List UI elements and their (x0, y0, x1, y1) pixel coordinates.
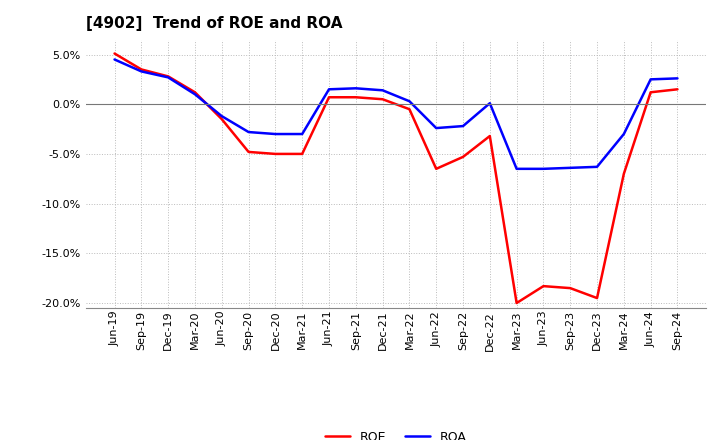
ROE (271, 151, 279, 157)
ROA (217, 114, 226, 119)
ROA (593, 164, 601, 169)
ROA (351, 86, 360, 91)
ROE (619, 171, 628, 176)
ROA (647, 77, 655, 82)
ROA (432, 125, 441, 131)
ROA (673, 76, 682, 81)
Legend: ROE, ROA: ROE, ROA (321, 427, 471, 440)
ROA (298, 132, 307, 137)
ROE (351, 95, 360, 100)
ROE (539, 283, 548, 289)
ROE (110, 51, 119, 56)
ROE (405, 106, 414, 112)
Line: ROE: ROE (114, 54, 678, 303)
ROE (244, 149, 253, 154)
ROE (432, 166, 441, 172)
ROE (593, 295, 601, 301)
ROE (566, 286, 575, 291)
ROA (459, 124, 467, 129)
ROA (405, 99, 414, 104)
ROE (485, 133, 494, 139)
ROE (325, 95, 333, 100)
ROE (647, 90, 655, 95)
Text: [4902]  Trend of ROE and ROA: [4902] Trend of ROE and ROA (86, 16, 343, 32)
ROE (191, 90, 199, 95)
ROA (164, 75, 173, 80)
ROE (513, 301, 521, 306)
ROA (271, 132, 279, 137)
ROE (298, 151, 307, 157)
ROA (485, 101, 494, 106)
ROE (673, 87, 682, 92)
ROE (164, 74, 173, 79)
ROA (513, 166, 521, 172)
ROA (566, 165, 575, 170)
ROA (378, 88, 387, 93)
ROA (191, 92, 199, 97)
ROA (619, 132, 628, 137)
ROE (378, 97, 387, 102)
ROA (244, 129, 253, 135)
ROA (137, 69, 145, 74)
ROE (217, 117, 226, 122)
ROE (459, 154, 467, 160)
ROA (325, 87, 333, 92)
Line: ROA: ROA (114, 59, 678, 169)
ROE (137, 67, 145, 72)
ROA (539, 166, 548, 172)
ROA (110, 57, 119, 62)
